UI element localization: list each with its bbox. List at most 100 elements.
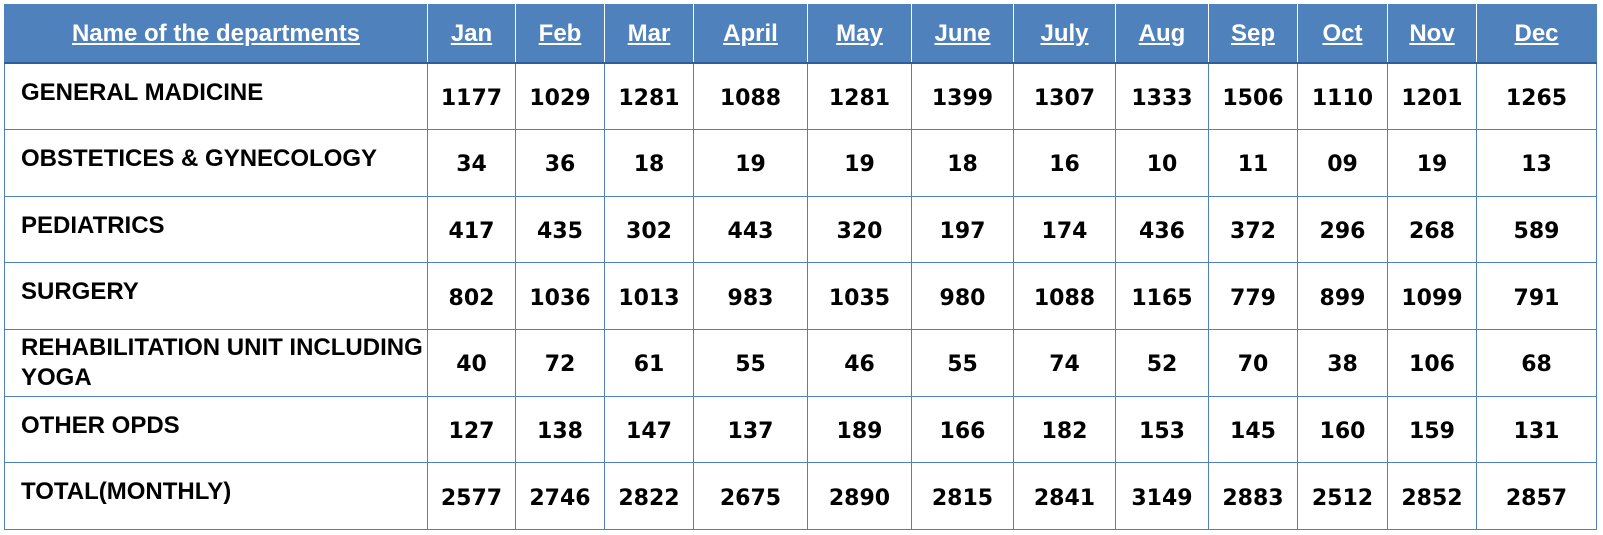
count-cell: 72	[515, 329, 605, 397]
count-cell: 268	[1387, 195, 1477, 264]
count-cell: 166	[911, 395, 1014, 464]
count-cell: 52	[1115, 329, 1209, 397]
count-cell: 189	[807, 395, 912, 464]
count-cell: 296	[1297, 195, 1388, 264]
count-cell: 159	[1387, 395, 1477, 464]
count-cell: 2675	[693, 462, 808, 530]
count-cell: 1506	[1208, 62, 1298, 131]
count-cell: 127	[427, 395, 516, 464]
count-cell: 197	[911, 195, 1014, 264]
department-name-cell: REHABILITATION UNIT INCLUDING YOGA	[4, 329, 428, 397]
count-cell: 1099	[1387, 262, 1477, 331]
count-cell: 1029	[515, 62, 605, 131]
count-cell: 46	[807, 329, 912, 397]
count-cell: 153	[1115, 395, 1209, 464]
count-cell: 589	[1476, 195, 1597, 264]
month-header-aug: Aug	[1115, 4, 1209, 64]
count-cell: 2746	[515, 462, 605, 530]
count-cell: 2883	[1208, 462, 1298, 530]
month-header-mar: Mar	[604, 4, 694, 64]
count-cell: 372	[1208, 195, 1298, 264]
count-cell: 55	[693, 329, 808, 397]
count-cell: 19	[807, 129, 912, 197]
month-header-dec: Dec	[1476, 4, 1597, 64]
count-cell: 70	[1208, 329, 1298, 397]
count-cell: 160	[1297, 395, 1388, 464]
month-header-july: July	[1013, 4, 1116, 64]
count-cell: 138	[515, 395, 605, 464]
count-cell: 61	[604, 329, 694, 397]
table-row: OBSTETICES & GYNECOLOGY 34 36 18 19 19 18 16 10 1…	[4, 129, 1597, 197]
count-cell: 1036	[515, 262, 605, 331]
count-cell: 302	[604, 195, 694, 264]
table-row: REHABILITATION UNIT INCLUDING YOGA 40 72 61…	[4, 329, 1597, 397]
count-cell: 09	[1297, 129, 1388, 197]
count-cell: 1399	[911, 62, 1014, 131]
count-cell: 2577	[427, 462, 516, 530]
department-name-cell: SURGERY	[4, 262, 428, 331]
count-cell: 147	[604, 395, 694, 464]
table-body: GENERAL MADICINE 1177 1029 1281 1088 1281 1399…	[4, 62, 1597, 530]
count-cell: 1013	[604, 262, 694, 331]
count-cell: 13	[1476, 129, 1597, 197]
count-cell: 443	[693, 195, 808, 264]
count-cell: 1177	[427, 62, 516, 131]
count-cell: 1333	[1115, 62, 1209, 131]
table-row: SURGERY 802 1036 1013 983 1035 980 1088 1165 779 8…	[4, 262, 1597, 331]
count-cell: 2815	[911, 462, 1014, 530]
count-cell: 802	[427, 262, 516, 331]
count-cell: 38	[1297, 329, 1388, 397]
table-row: GENERAL MADICINE 1177 1029 1281 1088 1281 1399…	[4, 62, 1597, 131]
count-cell: 34	[427, 129, 516, 197]
count-cell: 11	[1208, 129, 1298, 197]
month-header-nov: Nov	[1387, 4, 1477, 64]
count-cell: 320	[807, 195, 912, 264]
count-cell: 145	[1208, 395, 1298, 464]
count-cell: 435	[515, 195, 605, 264]
count-cell: 436	[1115, 195, 1209, 264]
count-cell: 1281	[807, 62, 912, 131]
count-cell: 55	[911, 329, 1014, 397]
count-cell: 1307	[1013, 62, 1116, 131]
count-cell: 174	[1013, 195, 1116, 264]
count-cell: 19	[693, 129, 808, 197]
count-cell: 417	[427, 195, 516, 264]
department-name-cell: PEDIATRICS	[4, 195, 428, 264]
count-cell: 40	[427, 329, 516, 397]
count-cell: 3149	[1115, 462, 1209, 530]
count-cell: 2841	[1013, 462, 1116, 530]
count-cell: 1088	[1013, 262, 1116, 331]
count-cell: 19	[1387, 129, 1477, 197]
count-cell: 1110	[1297, 62, 1388, 131]
count-cell: 74	[1013, 329, 1116, 397]
count-cell: 16	[1013, 129, 1116, 197]
table-row: PEDIATRICS 417 435 302 443 320 197 174 436 372 296…	[4, 195, 1597, 264]
count-cell: 899	[1297, 262, 1388, 331]
count-cell: 1165	[1115, 262, 1209, 331]
count-cell: 980	[911, 262, 1014, 331]
count-cell: 2890	[807, 462, 912, 530]
department-name-cell: GENERAL MADICINE	[4, 62, 428, 131]
month-header-may: May	[807, 4, 912, 64]
table-row: OTHER OPDS 127 138 147 137 189 166 182 153 145 160…	[4, 395, 1597, 464]
count-cell: 779	[1208, 262, 1298, 331]
department-name-cell: TOTAL(MONTHLY)	[4, 462, 428, 530]
month-header-sep: Sep	[1208, 4, 1298, 64]
count-cell: 983	[693, 262, 808, 331]
department-column-header: Name of the departments	[4, 4, 428, 64]
department-name-cell: OTHER OPDS	[4, 395, 428, 464]
month-header-feb: Feb	[515, 4, 605, 64]
count-cell: 18	[911, 129, 1014, 197]
count-cell: 1265	[1476, 62, 1597, 131]
count-cell: 10	[1115, 129, 1209, 197]
month-header-jan: Jan	[427, 4, 516, 64]
count-cell: 1201	[1387, 62, 1477, 131]
count-cell: 2822	[604, 462, 694, 530]
count-cell: 68	[1476, 329, 1597, 397]
department-name-cell: OBSTETICES & GYNECOLOGY	[4, 129, 428, 197]
count-cell: 2857	[1476, 462, 1597, 530]
month-header-june: June	[911, 4, 1014, 64]
count-cell: 36	[515, 129, 605, 197]
count-cell: 1281	[604, 62, 694, 131]
header-row: Name of the departments Jan Feb Mar Apri…	[4, 4, 1597, 64]
